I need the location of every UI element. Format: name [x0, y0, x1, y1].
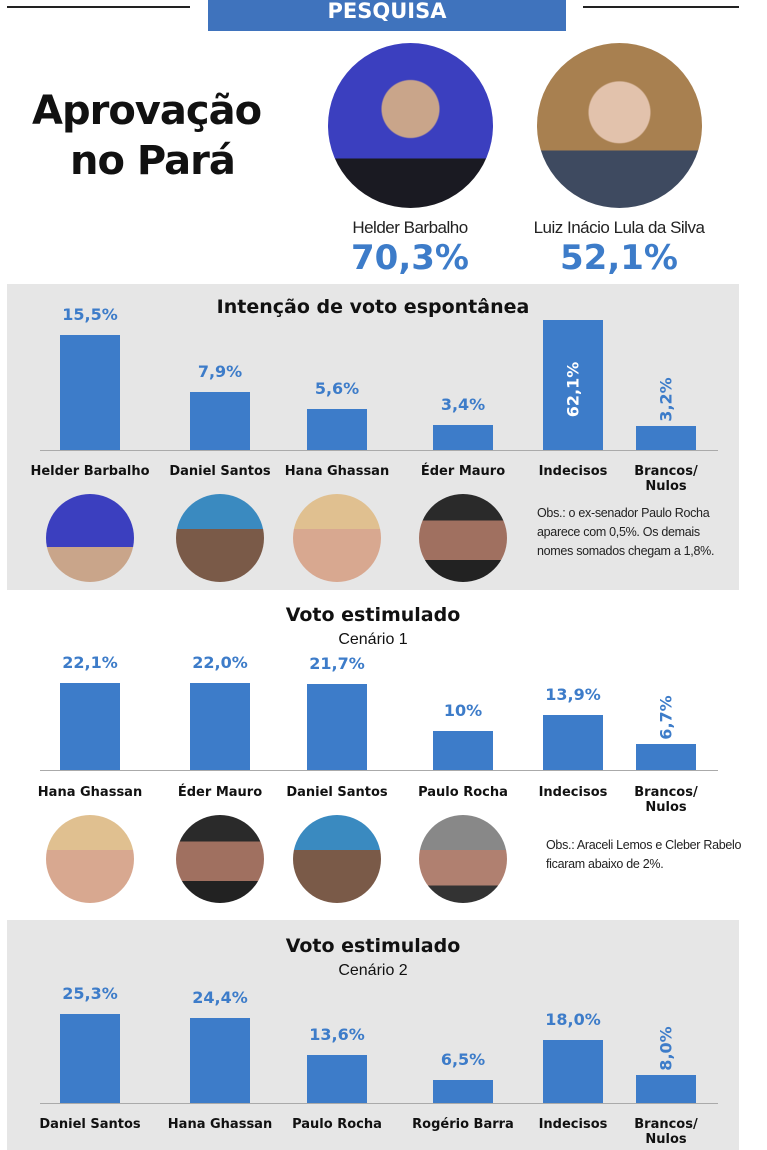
bar-value-label: 18,0% — [545, 1010, 601, 1029]
category-label: Hana Ghassan — [284, 464, 390, 479]
category-label: Indecisos — [538, 785, 608, 800]
category-label: Brancos/ Nulos — [634, 464, 698, 494]
bar-value-label: 62,1% — [563, 361, 583, 418]
candidate-photo — [419, 815, 507, 903]
bar-value-label: 13,6% — [309, 1025, 365, 1045]
approval-value-1: 52,1% — [560, 238, 678, 278]
panel-scenario-2 — [7, 920, 739, 1150]
candidate-photo — [46, 494, 134, 582]
category-label: Daniel Santos — [286, 785, 388, 800]
chart-title: Voto estimulado — [285, 604, 461, 626]
bar-4 — [433, 1080, 493, 1103]
category-label: Brancos/ Nulos — [634, 785, 698, 815]
category-label: Paulo Rocha — [292, 1117, 382, 1132]
category-label: Daniel Santos — [169, 464, 271, 479]
bar-value-label: 7,9% — [197, 361, 243, 381]
chart-subtitle: Cenário 2 — [338, 962, 408, 979]
bar-6 — [636, 1075, 696, 1103]
approval-name-0: Helder Barbalho — [352, 218, 468, 237]
bar-value-label: 25,3% — [62, 984, 118, 1004]
candidate-photo — [46, 815, 134, 903]
bar-value-label: 13,9% — [545, 685, 601, 705]
category-label: Hana Ghassan — [37, 785, 143, 800]
bar-4 — [433, 424, 493, 450]
bar-4 — [433, 730, 493, 770]
bar-value-label: 15,5% — [62, 305, 118, 325]
bar-6 — [636, 426, 696, 450]
category-label: Éder Mauro — [420, 464, 506, 479]
chart-note: Obs.: Araceli Lemos e Cleber Rabelo fica… — [546, 838, 742, 871]
photo-helder-barbalho — [328, 43, 493, 208]
chart-title: Voto estimulado — [285, 935, 461, 957]
bar-3 — [307, 1055, 367, 1103]
bar-3 — [307, 408, 367, 450]
approval-name-1: Luiz Inácio Lula da Silva — [533, 218, 705, 237]
bar-value-label: 3,4% — [440, 394, 486, 414]
photo-lula — [537, 43, 702, 208]
bar-value-label: 6,7% — [656, 694, 676, 740]
category-label: Indecisos — [538, 464, 608, 479]
bar-2 — [190, 1017, 250, 1103]
bar-1 — [60, 682, 120, 770]
bar-2 — [190, 391, 250, 450]
header-rule-right — [583, 6, 739, 8]
category-label: Éder Mauro — [177, 785, 263, 800]
chart-title: Intenção de voto espontânea — [216, 296, 530, 318]
headline-line2: no Pará — [70, 138, 236, 184]
candidate-photo — [293, 815, 381, 903]
bar-value-label: 3,2% — [656, 377, 676, 422]
category-label: Indecisos — [538, 1117, 608, 1132]
headline: Aprovação no Pará — [32, 86, 262, 186]
chart-baseline — [40, 1103, 718, 1104]
candidate-photo — [419, 494, 507, 582]
candidate-photo — [176, 494, 264, 582]
bar-value-label: 22,0% — [192, 653, 248, 673]
chart-note: Obs.: o ex-senador Paulo Rocha aparece c… — [537, 506, 715, 558]
candidate-photo — [176, 815, 264, 903]
chart-subtitle: Cenário 1 — [338, 631, 408, 648]
bar-1 — [60, 1014, 120, 1103]
category-label: Daniel Santos — [39, 1117, 141, 1132]
bar-2 — [190, 683, 250, 770]
bar-1 — [60, 335, 120, 450]
category-label: Rogério Barra — [412, 1117, 514, 1132]
bar-5 — [543, 320, 603, 450]
bar-value-label: 8,0% — [656, 1026, 676, 1071]
bar-value-label: 10% — [443, 700, 483, 720]
category-label: Brancos/ Nulos — [634, 1117, 698, 1147]
bar-value-label: 24,4% — [192, 987, 248, 1007]
headline-line1: Aprovação — [32, 88, 262, 134]
bar-value-label: 21,7% — [309, 654, 365, 674]
section-banner: PESQUISA — [208, 0, 566, 31]
chart-baseline — [40, 770, 718, 771]
category-label: Helder Barbalho — [30, 464, 150, 479]
candidate-photo — [293, 494, 381, 582]
bar-3 — [307, 684, 367, 770]
category-label: Paulo Rocha — [418, 785, 508, 800]
bar-5 — [543, 715, 603, 770]
bar-5 — [543, 1040, 603, 1103]
bar-value-label: 6,5% — [440, 1050, 486, 1070]
header-rule-left — [7, 6, 190, 8]
bar-6 — [636, 743, 696, 770]
approval-value-0: 70,3% — [351, 238, 469, 278]
bar-value-label: 5,6% — [314, 378, 360, 398]
bar-value-label: 22,1% — [62, 652, 118, 672]
category-label: Hana Ghassan — [167, 1117, 273, 1132]
chart-baseline — [40, 450, 718, 451]
